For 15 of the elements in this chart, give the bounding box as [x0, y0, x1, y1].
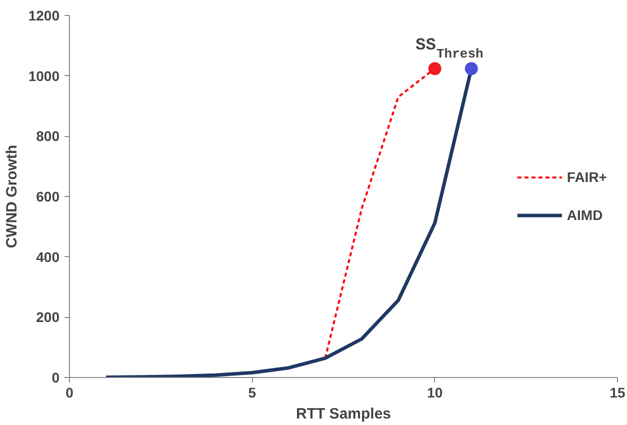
- legend-label: FAIR+: [566, 169, 607, 185]
- x-tick-label: 5: [248, 384, 256, 400]
- y-tick-label: 1200: [28, 8, 60, 24]
- x-tick-label: 0: [66, 384, 74, 400]
- y-tick-label: 1000: [28, 68, 60, 84]
- y-tick-label: 0: [52, 370, 60, 386]
- y-axis-title: CWND Growth: [3, 144, 20, 248]
- legend-label: AIMD: [566, 207, 603, 223]
- y-tick-label: 400: [36, 248, 60, 265]
- y-tick-label: 200: [36, 309, 60, 326]
- y-tick-label: 800: [36, 128, 60, 144]
- x-tick-label: 10: [427, 384, 443, 400]
- y-tick-label: 600: [36, 188, 60, 204]
- x-axis-title: RTT Samples: [296, 406, 392, 422]
- x-tick-label: 15: [610, 384, 626, 400]
